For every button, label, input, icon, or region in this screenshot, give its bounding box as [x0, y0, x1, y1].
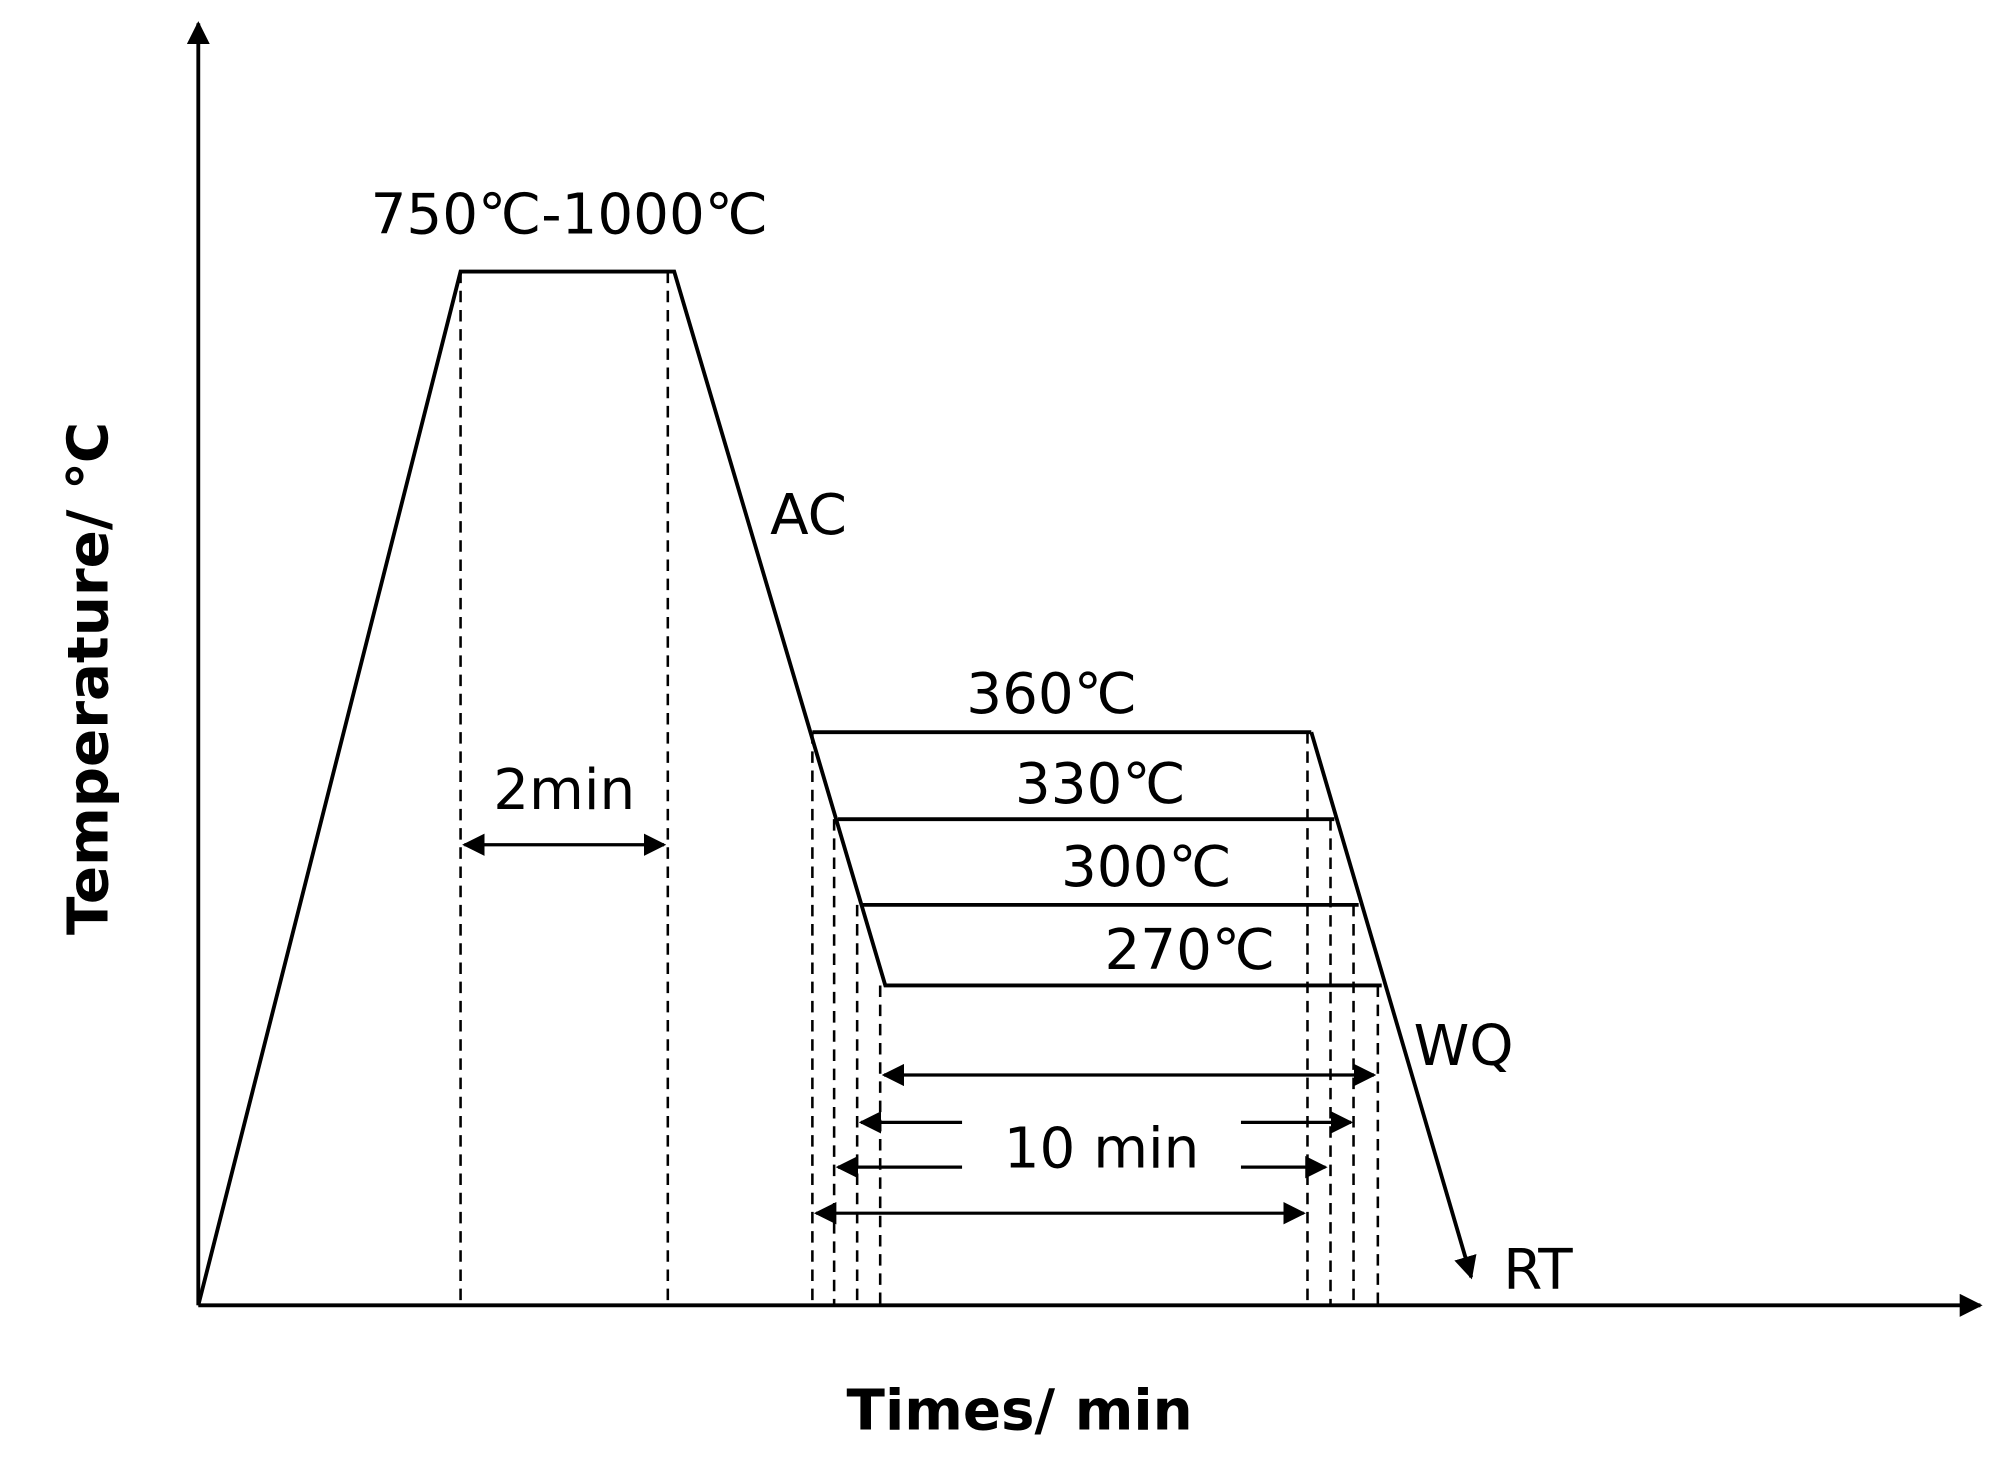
label: 270℃: [1104, 918, 1275, 983]
x-axis-label: Times/ min: [847, 1379, 1193, 1444]
profile: [196, 269, 1382, 1306]
label: 750℃-1000℃: [371, 182, 768, 247]
label: 360℃: [966, 662, 1137, 727]
label: WQ: [1414, 1014, 1514, 1079]
y-axis-label: Temperature/ ℃: [57, 422, 122, 935]
label: 300℃: [1061, 835, 1232, 900]
label: AC: [770, 483, 847, 548]
label: RT: [1503, 1238, 1573, 1303]
label: 2min: [493, 758, 635, 823]
quench-line: [1309, 731, 1477, 1280]
label: 10 min: [1004, 1116, 1200, 1181]
label: 330℃: [1015, 752, 1186, 817]
